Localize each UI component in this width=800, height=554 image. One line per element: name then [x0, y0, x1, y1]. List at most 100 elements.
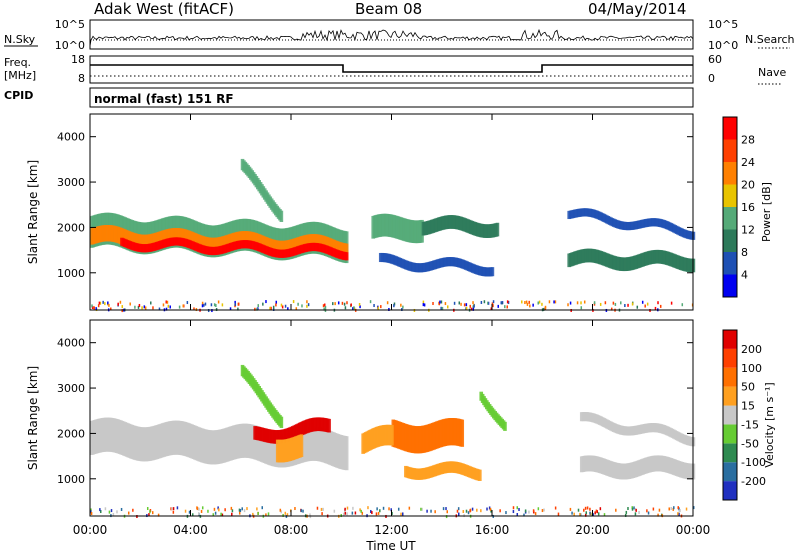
velocity-noise	[534, 512, 537, 516]
velocity-noise	[282, 513, 284, 517]
velocity-colorbar: 200 100 50 15 -15 -50 -100 -200	[722, 329, 766, 501]
power-noise	[641, 300, 644, 304]
velocity-noise	[309, 513, 311, 517]
velocity-noise	[172, 507, 175, 511]
power-noise	[644, 304, 646, 308]
power-noise	[393, 302, 396, 306]
velocity-ylabel: Slant Range [km]	[26, 366, 40, 470]
velocity-noise	[284, 511, 287, 515]
power-noise	[201, 304, 204, 308]
y-tick-label: 3000	[57, 382, 85, 395]
nsky-label: N.Sky	[4, 33, 36, 46]
power-noise	[150, 301, 152, 305]
nave-label: Nave	[758, 66, 786, 79]
velocity-noise	[116, 510, 118, 514]
power-noise	[217, 300, 220, 304]
x-tick-label: 08:00	[274, 523, 309, 537]
velocity-cell	[344, 436, 349, 471]
power-noise	[465, 303, 468, 307]
velocity-noise	[445, 507, 447, 511]
power-noise	[211, 309, 213, 313]
freq-trace	[90, 64, 693, 73]
velocity-noise	[213, 507, 216, 511]
power-noise	[380, 305, 382, 309]
date-title: 04/May/2014	[588, 0, 687, 18]
velocity-noise	[458, 512, 460, 516]
power-noise	[506, 300, 509, 304]
velocity-noise	[516, 513, 519, 517]
velocity-cell	[460, 419, 465, 447]
y-tick-label: 1000	[57, 267, 85, 280]
power-noise	[281, 305, 284, 309]
velocity-noise	[647, 511, 650, 515]
power-noise	[295, 307, 298, 311]
velocity-noise	[505, 511, 507, 515]
velocity-noise	[333, 509, 336, 513]
power-noise	[453, 301, 456, 305]
power-noise	[254, 307, 256, 311]
colorbar-tick-label: 50	[741, 381, 755, 394]
power-noise	[541, 302, 543, 306]
freq-unit-label: [MHz]	[4, 69, 36, 82]
power-noise	[438, 302, 441, 306]
nsky-trace	[89, 28, 694, 47]
power-noise	[257, 307, 259, 311]
power-noise	[501, 301, 503, 305]
power-noise	[610, 307, 613, 311]
cpid-label: CPID	[4, 89, 33, 102]
station-title: Adak West (fitACF)	[94, 0, 234, 18]
nave-right-tick-bottom: 0	[708, 72, 715, 85]
velocity-noise	[524, 509, 527, 513]
colorbar-tick-label: -50	[741, 437, 759, 450]
velocity-noise	[652, 507, 655, 511]
x-axis-title: Time UT	[365, 539, 416, 553]
power-noise	[423, 303, 426, 307]
power-cell	[279, 210, 284, 222]
y-tick-label: 4000	[57, 131, 85, 144]
velocity-noise	[344, 511, 347, 515]
velocity-noise	[592, 513, 595, 517]
colorbar-tick-label: 100	[741, 362, 762, 375]
power-noise	[141, 306, 143, 310]
colorbar-tick-label: 200	[741, 343, 762, 356]
velocity-noise	[678, 511, 680, 515]
power-noise	[604, 301, 607, 305]
velocity-noise	[631, 506, 634, 510]
velocity-noise	[224, 508, 226, 512]
velocity-noise	[657, 513, 659, 517]
velocity-noise	[668, 507, 670, 511]
velocity-noise	[257, 511, 259, 515]
velocity-noise	[480, 509, 482, 513]
power-noise	[186, 301, 189, 305]
velocity-noise	[537, 507, 540, 511]
power-noise	[121, 309, 123, 313]
velocity-cell	[478, 469, 482, 481]
power-noise	[134, 305, 136, 309]
velocity-noise	[573, 512, 575, 516]
velocity-cell	[390, 425, 394, 446]
velocity-noise	[596, 510, 599, 514]
power-noise	[472, 307, 475, 311]
velocity-noise	[471, 507, 474, 511]
velocity-noise	[90, 512, 93, 516]
power-noise	[129, 302, 131, 306]
velocity-noise	[672, 507, 675, 511]
power-noise	[234, 303, 237, 307]
power-colorbar: 28 24 20 16 12 8 4	[722, 116, 755, 298]
y-tick-label: 2000	[57, 427, 85, 440]
velocity-noise	[420, 507, 422, 511]
power-panel: 4000 3000 2000 1000 Slant Range [km] 28 24 20…	[26, 113, 773, 313]
velocity-noise	[200, 509, 203, 513]
velocity-noise	[646, 509, 648, 513]
power-noise	[472, 301, 474, 305]
power-noise	[470, 307, 473, 311]
power-cell	[490, 267, 495, 277]
velocity-noise	[528, 510, 530, 514]
colorbar-tick-label: 24	[741, 156, 755, 169]
power-noise	[117, 302, 119, 306]
velocity-noise	[388, 507, 390, 511]
colorbar-segment	[723, 139, 737, 162]
power-noise	[269, 306, 271, 310]
colorbar-segment	[723, 162, 737, 185]
power-cell	[495, 222, 500, 237]
